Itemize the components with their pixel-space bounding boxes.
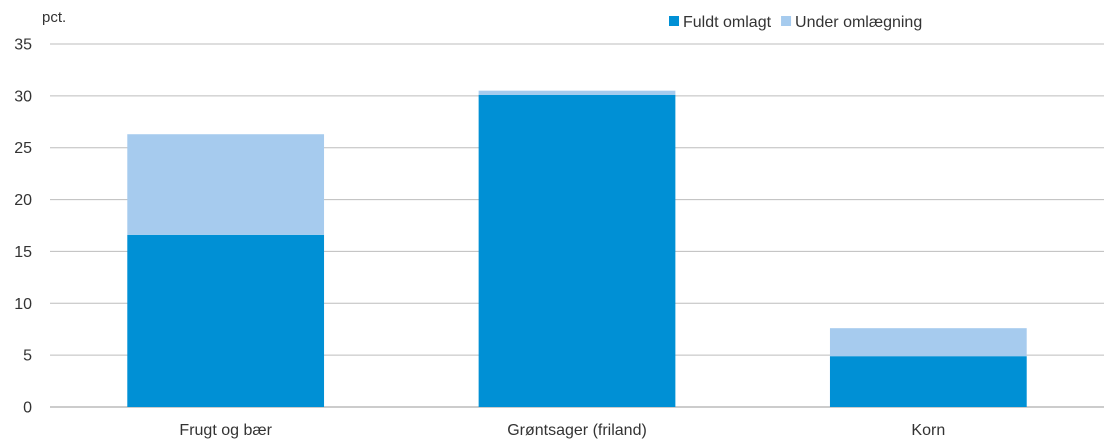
x-axis-categories: Frugt og bær Grøntsager (friland) Korn bbox=[179, 422, 945, 439]
bar-fuldt-omlagt-2 bbox=[829, 356, 1027, 407]
y-tick-label-25: 25 bbox=[14, 140, 32, 157]
legend: Fuldt omlagt Under omlægning bbox=[669, 14, 922, 31]
x-category-label-2: Korn bbox=[911, 422, 945, 439]
legend-label-0: Fuldt omlagt bbox=[683, 14, 772, 31]
y-tick-label-5: 5 bbox=[23, 348, 32, 365]
y-tick-label-0: 0 bbox=[23, 400, 32, 417]
y-tick-label-15: 15 bbox=[14, 244, 32, 261]
y-tick-label-10: 10 bbox=[14, 296, 32, 313]
legend-swatch-0 bbox=[669, 16, 679, 26]
bar-under-omlaegning-2 bbox=[829, 328, 1027, 357]
y-axis-ticks: 0 5 10 15 20 25 30 35 bbox=[14, 37, 32, 417]
bar-under-omlaegning-1 bbox=[478, 90, 676, 95]
bar-under-omlaegning-0 bbox=[127, 134, 325, 235]
y-tick-label-30: 30 bbox=[14, 88, 32, 105]
bars bbox=[127, 90, 1027, 407]
bar-fuldt-omlagt-0 bbox=[127, 234, 325, 407]
y-tick-label-20: 20 bbox=[14, 192, 32, 209]
x-category-label-0: Frugt og bær bbox=[179, 422, 272, 439]
x-category-label-1: Grøntsager (friland) bbox=[507, 422, 647, 439]
legend-swatch-1 bbox=[781, 16, 792, 26]
legend-label-1: Under omlægning bbox=[795, 14, 922, 31]
bar-fuldt-omlagt-1 bbox=[478, 94, 676, 407]
y-axis-unit-label: pct. bbox=[42, 9, 66, 26]
y-tick-label-35: 35 bbox=[14, 37, 32, 54]
